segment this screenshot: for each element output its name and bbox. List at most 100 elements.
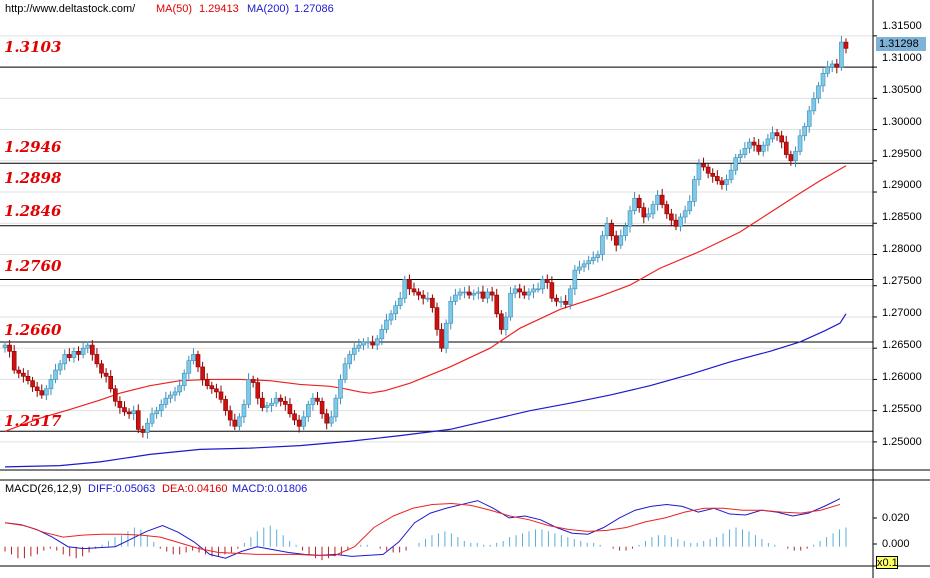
candle-body	[319, 400, 325, 415]
candle-body	[370, 341, 375, 346]
candle-body	[751, 141, 757, 146]
macd-diff-line	[4, 498, 841, 559]
candle-body	[232, 419, 238, 427]
candle-body	[94, 354, 100, 365]
candle-body	[347, 354, 352, 365]
candle-body	[122, 407, 127, 413]
candle-body	[581, 263, 587, 268]
ma50-label: MA(50)	[156, 3, 193, 15]
candle-body	[531, 288, 536, 293]
candle-body	[112, 388, 118, 402]
candle-body	[407, 279, 412, 290]
candle-body	[503, 316, 509, 330]
candle-body	[126, 411, 132, 415]
candle-body	[618, 235, 624, 246]
candle-body	[673, 219, 679, 227]
y-tick: 1.28500	[882, 211, 922, 223]
candle-body	[333, 397, 339, 418]
candle-body	[269, 402, 274, 406]
candle-body	[260, 397, 265, 408]
candle-body	[738, 154, 743, 158]
candle-body	[655, 194, 660, 205]
candle-body	[476, 291, 481, 294]
candle-body	[264, 405, 270, 408]
candle-body	[48, 379, 54, 390]
level-label-5: 1.2760	[4, 257, 62, 275]
candle-body	[760, 144, 766, 152]
y-tick: 1.30500	[882, 84, 922, 96]
candle-body	[797, 135, 803, 152]
candle-body	[623, 226, 628, 237]
candle-body	[393, 305, 398, 315]
candle-body	[374, 338, 380, 346]
candle-body	[191, 354, 196, 361]
candle-body	[485, 291, 490, 299]
candle-body	[535, 288, 541, 291]
candle-body	[692, 179, 697, 202]
macd-dea-line	[4, 502, 841, 556]
candle-body	[200, 366, 205, 380]
level-label-6: 1.2660	[4, 321, 62, 339]
candle-body	[338, 379, 343, 399]
y-tick: 1.27000	[882, 307, 922, 319]
candle-body	[678, 216, 683, 227]
candle-body	[462, 291, 467, 294]
level-label-1: 1.3103	[4, 38, 62, 56]
candle-body	[181, 372, 187, 386]
scale-button[interactable]: x0.1	[876, 556, 898, 569]
y-tick: 1.30000	[882, 116, 922, 128]
candle-body	[44, 388, 49, 396]
candle-body	[411, 288, 417, 293]
y-tick: 1.28000	[882, 243, 922, 255]
candle-body	[324, 413, 329, 424]
candle-body	[788, 154, 794, 162]
candle-body	[53, 369, 58, 380]
candle-body	[572, 269, 578, 290]
candle-body	[34, 386, 40, 391]
candle-body	[154, 410, 159, 415]
candle-body	[517, 288, 523, 293]
url-label: http://www.deltastock.com/	[5, 3, 136, 15]
candle-body	[209, 385, 215, 390]
candle-body	[563, 301, 568, 305]
candle-body	[554, 297, 559, 302]
candle-body	[11, 351, 17, 371]
candle-body	[466, 291, 472, 296]
candle-body	[724, 179, 729, 185]
level-label-4: 1.2846	[4, 202, 62, 220]
candle-body	[237, 416, 242, 427]
candle-body	[627, 210, 633, 227]
candle-body	[834, 63, 840, 68]
candle-body	[544, 279, 550, 283]
candle-body	[765, 138, 771, 146]
candle-body	[30, 380, 35, 388]
candle-body	[315, 397, 320, 402]
candle-body	[172, 391, 178, 396]
candle-body	[283, 400, 288, 405]
candle-body	[439, 329, 444, 349]
candle-body	[296, 419, 302, 427]
candle-body	[586, 260, 591, 265]
macd-diff: DIFF:0.05063	[88, 483, 156, 495]
candle-body	[434, 307, 440, 330]
candle-body	[90, 344, 95, 355]
candle-body	[825, 66, 830, 74]
candle-body	[558, 301, 564, 303]
candle-body	[163, 397, 169, 405]
y-tick: 1.27500	[882, 275, 922, 287]
candle-body	[301, 416, 307, 427]
y-tick: 1.29500	[882, 148, 922, 160]
candle-body	[701, 163, 706, 168]
candle-body	[186, 360, 192, 374]
candle-body	[577, 266, 582, 271]
candle-body	[39, 390, 45, 396]
candle-body	[80, 347, 86, 355]
ma200-label: MA(200)	[247, 3, 290, 15]
ma200-line	[4, 313, 847, 468]
candle-body	[71, 351, 77, 358]
candle-body	[158, 404, 164, 411]
candle-body	[287, 404, 293, 415]
ma50-value: 1.29413	[199, 3, 239, 15]
candle-body	[420, 294, 426, 299]
